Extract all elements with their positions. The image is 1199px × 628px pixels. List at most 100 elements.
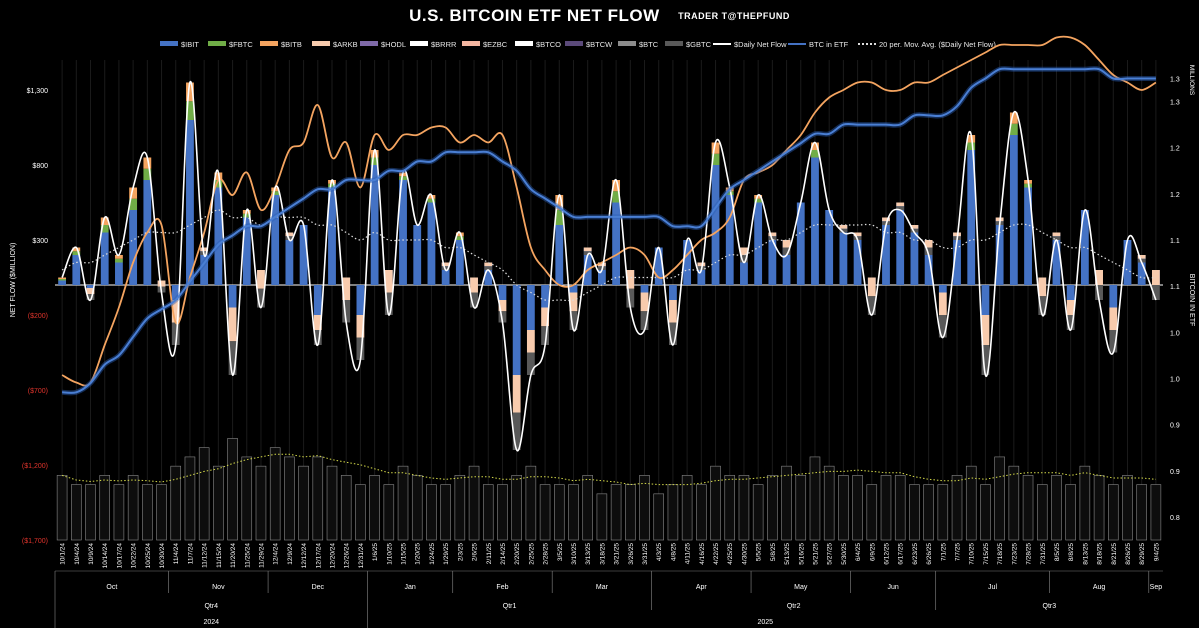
- other-etf-bar: [1038, 296, 1047, 315]
- legend-label: $EZBC: [483, 40, 508, 49]
- legend-swatch: [665, 41, 683, 46]
- legend-item-arkb: $ARKB: [312, 40, 358, 49]
- x-axis-date-label: 7/1/25: [940, 543, 947, 561]
- legend-item-20-per-mov-avg-daily-net-flow: 20 per. Mov. Avg. ($Daily Net Flow): [858, 40, 996, 49]
- volume-bar: [369, 475, 380, 541]
- x-axis-date-label: 11/15/24: [216, 543, 223, 568]
- legend-label: $GBTC: [686, 40, 712, 49]
- volume-bar: [681, 475, 693, 541]
- volume-bar: [255, 465, 267, 541]
- x-axis-date-label: 5/27/25: [827, 543, 834, 565]
- legend-swatch: [618, 41, 636, 46]
- other-etf-bar: [72, 247, 81, 252]
- fbtc-bar: [669, 300, 677, 323]
- x-axis-date-label: 8/13/25: [1082, 543, 1089, 565]
- x-axis-date-label: 7/31/25: [1040, 543, 1047, 565]
- volume-bar: [142, 484, 153, 541]
- x-axis-date-label: 5/30/25: [841, 543, 848, 565]
- fbtc-bar: [214, 180, 223, 188]
- volume-bar: [951, 475, 963, 541]
- ibit-bar: [782, 240, 791, 285]
- x-axis-date-label: 2/20/25: [514, 543, 521, 565]
- legend-swatch: [515, 41, 533, 46]
- other-etf-bar: [115, 255, 123, 259]
- right-axis-tick-label: 1.0: [1170, 330, 1180, 337]
- ibit-bar: [484, 262, 493, 285]
- left-axis-tick-label: ($1,200): [22, 463, 48, 470]
- fbtc-bar: [597, 262, 606, 267]
- other-etf-bar: [285, 236, 294, 240]
- volume-bar: [184, 456, 196, 541]
- volume-bar: [667, 484, 679, 541]
- other-etf-bar: [129, 187, 138, 199]
- legend-swatch: [360, 41, 378, 46]
- fbtc-bar: [370, 157, 379, 165]
- x-axis-date-label: 6/23/25: [912, 543, 919, 565]
- ibit-bar: [313, 285, 322, 315]
- ibit-bar: [214, 187, 223, 285]
- volume-bar: [582, 475, 593, 541]
- x-axis-date-label: 10/25/24: [145, 543, 152, 569]
- ibit-bar: [853, 232, 862, 285]
- legend-label: $BITB: [281, 40, 302, 49]
- ibit-bar: [1123, 240, 1132, 285]
- ibit-bar: [526, 285, 535, 330]
- ibit-bar: [455, 240, 464, 285]
- fbtc-bar: [72, 251, 81, 255]
- ibit-bar: [115, 262, 123, 285]
- fbtc-bar: [640, 292, 649, 312]
- fbtc-bar: [882, 217, 890, 222]
- fbtc-bar: [484, 262, 493, 267]
- other-etf-bar: [313, 330, 322, 345]
- x-axis-date-label: 11/25/24: [244, 543, 251, 568]
- ibit-bar: [1066, 285, 1075, 300]
- x-axis-date-label: 10/22/24: [131, 543, 138, 569]
- volume-bar: [468, 465, 480, 541]
- x-axis-date-label: 11/12/24: [202, 543, 209, 568]
- legend-swatch: [160, 41, 178, 46]
- ibit-bar: [953, 232, 961, 285]
- x-axis-date-label: 8/29/25: [1139, 543, 1146, 565]
- volume-bar: [56, 475, 68, 541]
- volume-bar: [227, 438, 238, 541]
- legend-item-brrr: $BRRR: [410, 40, 456, 49]
- fbtc-bar: [1095, 270, 1103, 285]
- legend-item-bitb: $BITB: [260, 40, 302, 49]
- legend-swatch: [565, 41, 583, 46]
- fbtc-bar: [257, 270, 265, 289]
- left-axis-tick-label: ($200): [28, 313, 48, 320]
- fbtc-bar: [853, 232, 862, 237]
- other-etf-bar: [938, 315, 947, 338]
- fbtc-bar: [313, 315, 322, 330]
- x-axis-date-label: 4/16/25: [699, 543, 706, 565]
- ibit-bar: [129, 210, 138, 285]
- left-axis-tick-label: $1,300: [27, 88, 49, 95]
- other-etf-bar: [1109, 330, 1118, 353]
- legend-label: BTC in ETF: [809, 40, 849, 49]
- left-axis-tick-label: $300: [32, 238, 48, 245]
- volume-bar: [99, 475, 110, 541]
- fbtc-bar: [541, 307, 549, 327]
- volume-bar: [823, 465, 835, 541]
- volume-bar: [653, 493, 664, 541]
- fbtc-bar: [100, 225, 109, 233]
- month-label: Aug: [1093, 584, 1106, 591]
- ibit-bar: [654, 247, 663, 285]
- volume-bar: [198, 447, 210, 541]
- fbtc-bar: [768, 232, 777, 237]
- fbtc-bar: [583, 247, 592, 252]
- month-label: Apr: [696, 584, 708, 591]
- fbtc-bar: [896, 202, 905, 207]
- ibit-bar: [754, 202, 763, 285]
- other-etf-bar: [257, 288, 265, 308]
- x-axis-date-label: 5/16/25: [798, 543, 805, 565]
- legend-item-hodl: $HODL: [360, 40, 406, 49]
- fbtc-bar: [157, 280, 166, 287]
- x-axis-date-label: 5/13/25: [784, 543, 791, 565]
- x-axis-date-label: 12/17/24: [315, 543, 322, 569]
- ibit-bar: [413, 225, 422, 285]
- legend-swatch: [788, 43, 806, 45]
- volume-bar: [554, 484, 565, 541]
- volume-bar: [511, 475, 522, 541]
